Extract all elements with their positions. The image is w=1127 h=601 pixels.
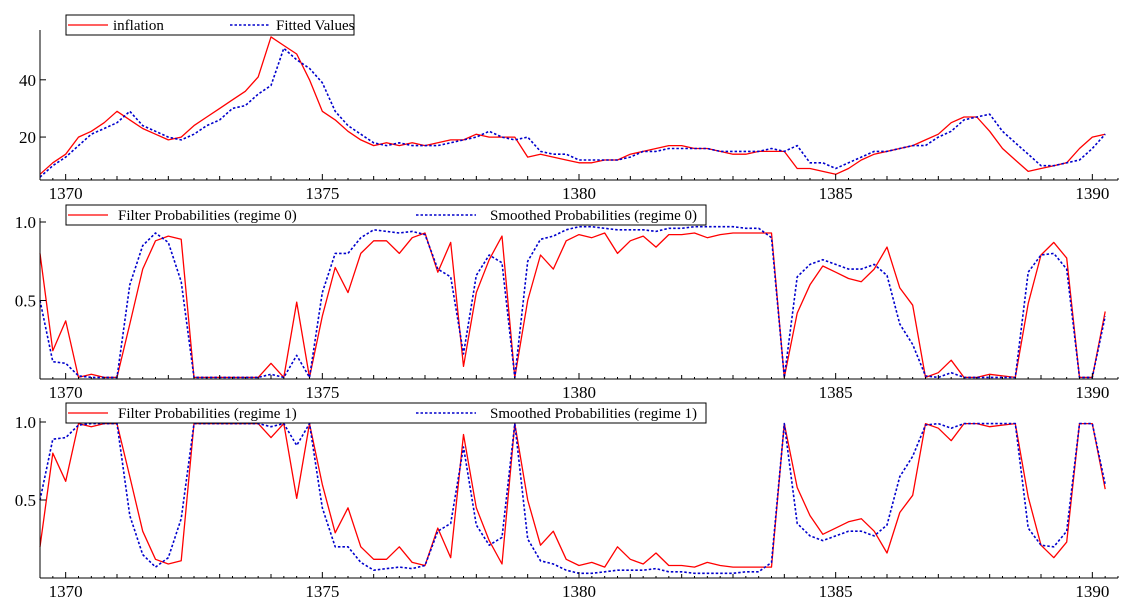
axes: 1370 1375 1380 1385 1390 0.5 1.0: [15, 413, 1119, 601]
panel-regime-0: 1370 1375 1380 1385 1390 0.5 1.0 Filter Probab…: [15, 204, 1119, 402]
x-tick-label: 1390: [1075, 184, 1109, 203]
legend-label-fitted-values: Fitted Values: [276, 18, 355, 34]
panel-inflation: 1370 1375 1380 1385 1390 20 40 inflation Fitte…: [19, 14, 1119, 203]
series-layer: [39, 422, 1106, 575]
x-tick-label: 1375: [305, 184, 339, 203]
x-tick-label: 1390: [1075, 582, 1109, 601]
x-tick-label: 1380: [562, 184, 596, 203]
y-tick-label: 40: [19, 71, 36, 90]
legend: inflation Fitted Values: [65, 14, 355, 36]
x-tick-label: 1370: [49, 582, 83, 601]
x-tick-label: 1385: [819, 383, 853, 402]
x-tick-label: 1385: [819, 184, 853, 203]
legend-label-filter-regime-0: Filter Probabilities (regime 0): [118, 208, 297, 224]
legend-label-smoothed-regime-1: Smoothed Probabilities (regime 1): [490, 406, 697, 422]
y-tick-label: 0.5: [15, 292, 36, 311]
legend-label-filter-regime-1: Filter Probabilities (regime 1): [118, 406, 297, 422]
x-tick-label: 1385: [819, 582, 853, 601]
series-line-solid: [39, 36, 1106, 175]
series-line-dotted: [39, 422, 1106, 575]
legend-box: [65, 14, 355, 36]
legend-box: [65, 402, 707, 424]
series-line-dotted: [39, 47, 1106, 178]
x-tick-label: 1370: [49, 184, 83, 203]
series-line-solid: [39, 232, 1106, 379]
series-layer: [39, 36, 1106, 178]
axes: 1370 1375 1380 1385 1390 20 40: [19, 30, 1119, 203]
legend-label-inflation: inflation: [113, 18, 164, 34]
x-tick-label: 1375: [305, 383, 339, 402]
x-tick-label: 1370: [49, 383, 83, 402]
legend-box: [65, 204, 707, 226]
x-tick-label: 1375: [305, 582, 339, 601]
y-tick-label: 1.0: [15, 413, 36, 432]
x-tick-label: 1380: [562, 582, 596, 601]
x-tick-label: 1390: [1075, 383, 1109, 402]
series-line-dotted: [39, 225, 1106, 379]
legend-label-smoothed-regime-0: Smoothed Probabilities (regime 0): [490, 208, 697, 224]
legend: Filter Probabilities (regime 0) Smoothed…: [65, 204, 707, 226]
x-tick-label: 1380: [562, 383, 596, 402]
y-tick-label: 1.0: [15, 213, 36, 232]
legend: Filter Probabilities (regime 1) Smoothed…: [65, 402, 707, 424]
y-tick-label: 0.5: [15, 491, 36, 510]
panel-regime-1: 1370 1375 1380 1385 1390 0.5 1.0 Filter Probab…: [15, 402, 1119, 601]
axes: 1370 1375 1380 1385 1390 0.5 1.0: [15, 213, 1119, 402]
series-layer: [39, 225, 1106, 379]
y-tick-label: 20: [19, 128, 36, 147]
